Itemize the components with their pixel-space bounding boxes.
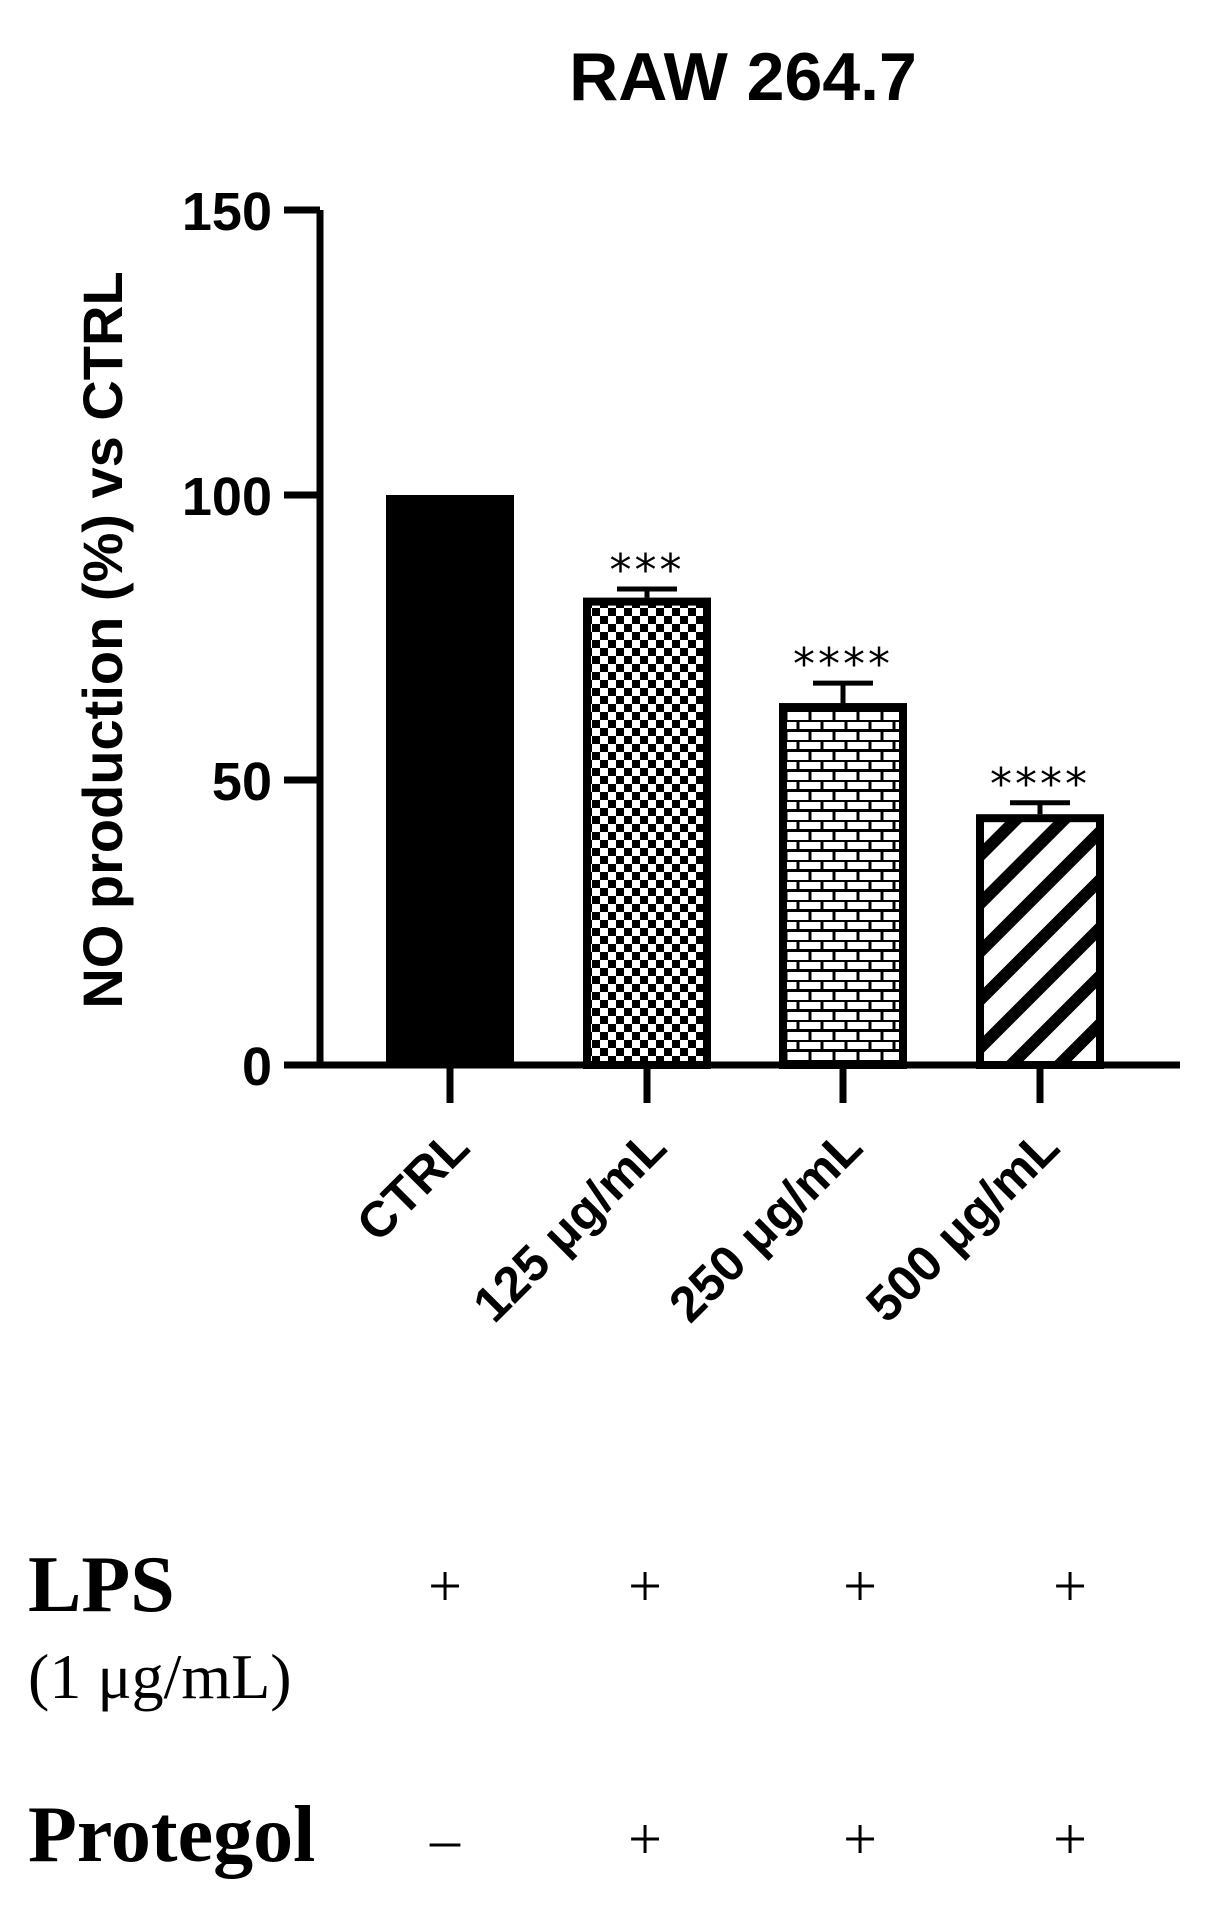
lps-sign: +: [428, 1553, 462, 1619]
bar: [583, 597, 711, 1069]
y-ticks: 0 50 100 150: [182, 182, 320, 1097]
protegol-sign: +: [1053, 1806, 1087, 1872]
lps-sign: +: [628, 1553, 662, 1619]
y-tick-label: 150: [182, 182, 272, 242]
protegol-sign: +: [628, 1806, 662, 1872]
y-tick-label: 0: [242, 1037, 272, 1097]
protegol-sign: +: [843, 1806, 877, 1872]
x-tick-label: CTRL: [346, 1118, 480, 1252]
bar: [386, 495, 514, 1065]
bar: [779, 703, 907, 1069]
protegol-sign: –: [430, 1806, 460, 1872]
y-axis-label: NO production (%) vs CTRL: [71, 271, 134, 1008]
bars: ***********: [386, 495, 1104, 1070]
significance-label: ***: [610, 545, 685, 596]
x-tick-label: 250 μg/mL: [658, 1118, 872, 1332]
bar-chart: RAW 264.7 NO production (%) vs CTRL 0 50 1…: [71, 39, 1180, 1333]
lps-sign: +: [843, 1553, 877, 1619]
y-tick-label: 50: [212, 752, 272, 812]
lps-sublabel: (1 μg/mL): [28, 1641, 292, 1712]
lps-sign: +: [1053, 1553, 1087, 1619]
bar: [976, 814, 1104, 1070]
y-tick-label: 100: [182, 467, 272, 527]
significance-label: ****: [990, 759, 1090, 810]
chart-title: RAW 264.7: [569, 39, 917, 115]
treatment-table: LPS (1 μg/mL) Protegol + + + + – + + +: [0, 1540, 1218, 1925]
significance-label: ****: [793, 639, 893, 690]
x-tick-label: 500 μg/mL: [855, 1118, 1069, 1332]
protegol-label: Protegol: [28, 1791, 316, 1879]
x-tick-label: 125 μg/mL: [462, 1118, 676, 1332]
lps-label: LPS: [28, 1541, 175, 1629]
